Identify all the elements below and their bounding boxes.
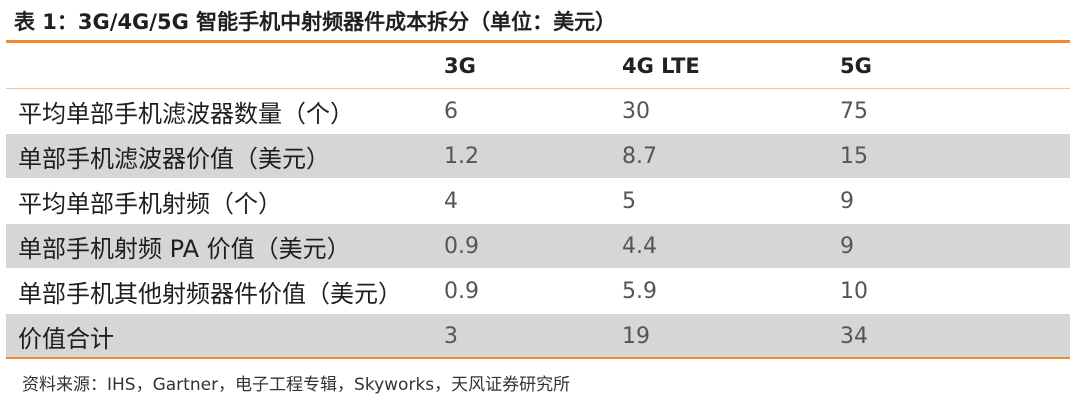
cell-5g: 9 [840,223,1070,269]
table-row: 平均单部手机射频（个） 4 5 9 [6,179,1070,224]
table-row: 价值合计 3 19 34 [6,313,1070,359]
table-row: 单部手机其他射频器件价值（美元） 0.9 5.9 10 [6,269,1070,314]
header-cell-4g-lte: 4G LTE [622,44,840,89]
source-note: 资料来源：IHS，Gartner，电子工程专辑，Skyworks，天风证券研究所 [22,375,571,395]
row-label: 单部手机滤波器价值（美元） [6,133,444,179]
header-cell-item [6,44,444,89]
row-label: 价值合计 [6,313,444,359]
table-row: 平均单部手机滤波器数量（个） 6 30 75 [6,89,1070,134]
cost-table: 3G 4G LTE 5G 平均单部手机滤波器数量（个） 6 30 75 单部手机… [6,44,1070,359]
cell-3g: 6 [444,98,458,124]
cell-3g: 0.9 [444,278,479,304]
cell-4g-lte: 5 [622,188,636,214]
cell-3g: 1.2 [444,133,622,179]
table-row: 单部手机滤波器价值（美元） 1.2 8.7 15 [6,133,1070,179]
cell-3g: 4 [444,188,458,214]
row-label: 平均单部手机射频（个） [18,189,282,218]
table-row: 单部手机射频 PA 价值（美元） 0.9 4.4 9 [6,223,1070,269]
cell-5g: 34 [840,313,1070,359]
cell-4g-lte: 4.4 [622,223,840,269]
cell-5g: 75 [840,98,868,124]
row-label: 单部手机其他射频器件价值（美元） [18,279,402,308]
cell-3g: 0.9 [444,223,622,269]
top-rule [6,40,1070,43]
header-cell-3g: 3G [444,44,622,89]
cell-4g-lte: 19 [622,313,840,359]
cell-5g: 9 [840,188,854,214]
table-title: 表 1：3G/4G/5G 智能手机中射频器件成本拆分（单位：美元） [14,10,617,34]
row-label: 平均单部手机滤波器数量（个） [18,99,354,128]
cell-5g: 15 [840,133,1070,179]
cell-4g-lte: 8.7 [622,133,840,179]
header-cell-5g: 5G [840,44,1070,89]
cell-3g: 3 [444,313,622,359]
cell-4g-lte: 5.9 [622,278,657,304]
bottom-rule [6,357,1070,359]
cell-4g-lte: 30 [622,98,650,124]
cell-5g: 10 [840,278,868,304]
row-label: 单部手机射频 PA 价值（美元） [6,223,444,269]
header-row: 3G 4G LTE 5G [6,44,1070,89]
